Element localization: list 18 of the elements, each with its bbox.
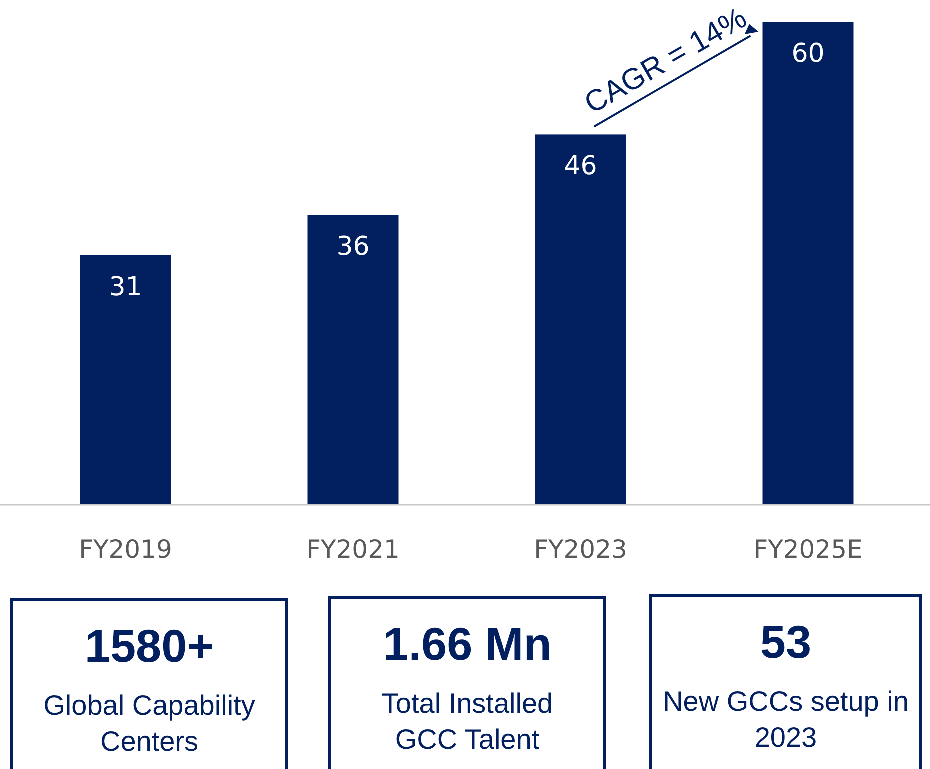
text: Total Installed GCC Talent [382, 688, 554, 755]
x-tick-label: FY2021 [306, 535, 400, 564]
x-tick-label: FY2023 [534, 535, 628, 564]
text: New GCCs setup in 2023 [663, 686, 909, 753]
bar [762, 22, 854, 505]
data-label: 60 [792, 39, 825, 69]
bar [80, 255, 172, 505]
bar [308, 215, 399, 505]
text: 53 [760, 616, 812, 668]
bar [535, 134, 626, 505]
x-tick-label: FY2019 [79, 535, 172, 564]
data-label: 46 [564, 152, 598, 182]
data-label: 36 [336, 232, 370, 262]
text: 1580+ [84, 620, 214, 672]
text: 1.66 Mn [383, 618, 552, 670]
data-label: 31 [109, 272, 142, 302]
text: Global Capability Centers [44, 690, 256, 757]
x-tick-label: FY2025E [754, 535, 863, 564]
